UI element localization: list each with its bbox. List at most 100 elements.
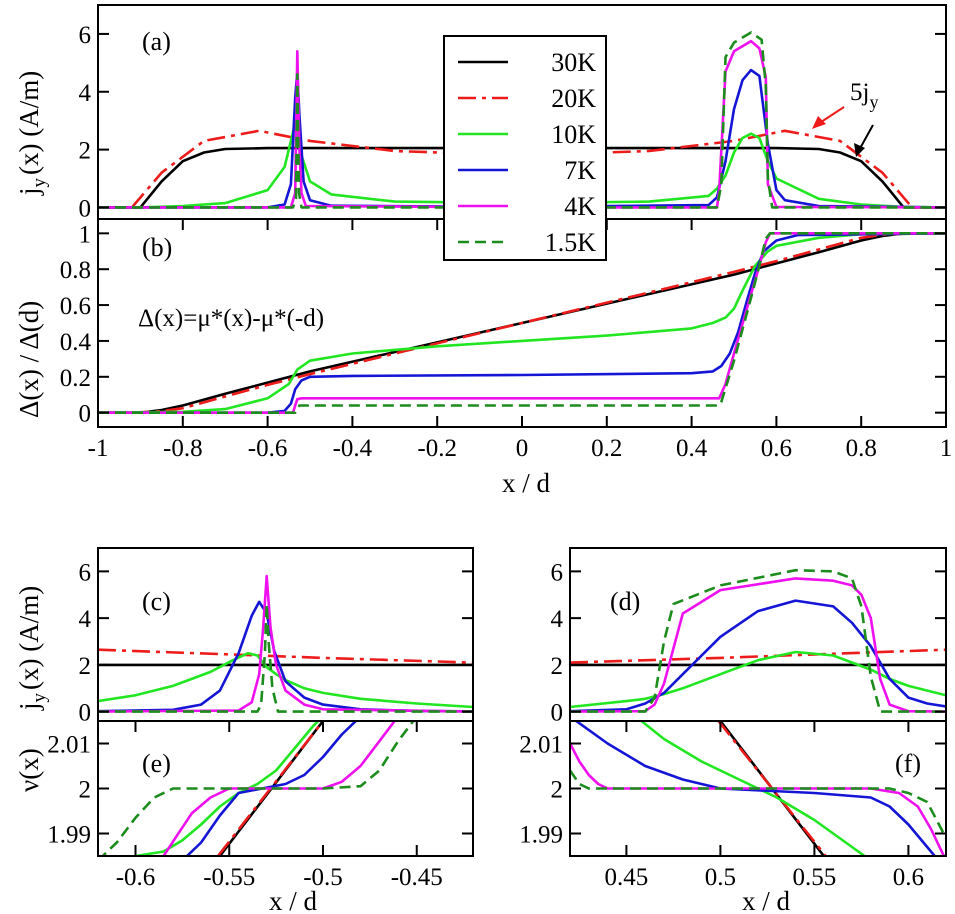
ytick-label-e: 2.01 [47, 732, 91, 759]
xtick-label-b: 0.2 [591, 435, 622, 462]
xtick-label-b: -1 [88, 435, 109, 462]
ylabel-e: ν(x) [14, 748, 44, 792]
series-line-f-1.5K [570, 769, 946, 839]
series-group-e [100, 721, 415, 856]
series-line-d-1.5K [570, 568, 946, 713]
xtick-label-b: -0.6 [248, 435, 288, 462]
panel-label-f: (f) [895, 749, 921, 778]
series-group-f [570, 721, 946, 856]
xtick-label-b: 0.4 [676, 435, 708, 462]
xtick-label-b: -0.2 [417, 435, 457, 462]
scale-note: 5jy [850, 79, 878, 112]
series-line-c-10K [98, 651, 473, 709]
legend: 30K 20K 10K 7K 4K 1.5K [443, 35, 607, 261]
series-line-f-20K [717, 721, 827, 856]
legend-label-30K: 30K [551, 48, 596, 77]
ytick-label-b: 0.2 [60, 365, 91, 392]
panel-e [100, 721, 415, 856]
ytick-label-f: 2 [551, 777, 564, 804]
panel-f [570, 721, 946, 856]
formula-annotation: Δ(x)=μ*(x)-μ*(-d) [138, 305, 324, 332]
panel-c [98, 574, 473, 713]
series-line-c-4K [98, 574, 473, 713]
xtick-label-b: 0.8 [846, 435, 877, 462]
red-arrowhead [812, 116, 826, 129]
ytick-label-f: 2.01 [519, 732, 563, 759]
series-line-d-7K [570, 599, 946, 713]
ytick-label-c: 6 [79, 559, 92, 586]
ytick-label-b: 1 [79, 221, 92, 248]
xlabel-b: x / d [502, 468, 551, 498]
ytick-label-c: 4 [79, 606, 92, 633]
ytick-label-a: 6 [79, 22, 92, 49]
panel-label-c: (c) [142, 587, 171, 616]
panel-d [570, 568, 946, 713]
legend-label-1.5K: 1.5K [545, 228, 597, 257]
legend-box [443, 35, 607, 261]
xlabel-e: x / d [269, 886, 318, 914]
legend-label-4K: 4K [564, 192, 596, 221]
xtick-label-b: 0.6 [761, 435, 792, 462]
frame-d [569, 547, 947, 722]
series-line-e-10K [135, 721, 321, 856]
series-line-d-4K [570, 577, 946, 713]
series-group-d [570, 568, 946, 713]
panels [98, 31, 946, 856]
ylabel-a: jy(x) (A/m) [14, 71, 50, 196]
series-line-c-20K [98, 648, 473, 664]
frame-c [97, 547, 474, 722]
xtick-label-f: 0.55 [793, 864, 837, 891]
ytick-label-d: 6 [551, 559, 564, 586]
ytick-label-a: 0 [79, 195, 92, 222]
ytick-label-d: 4 [551, 606, 564, 633]
ytick-label-b: 0 [79, 401, 92, 428]
ytick-label-a: 4 [79, 80, 92, 107]
series-group-c [98, 574, 473, 713]
ytick-label-e: 2 [79, 777, 92, 804]
panel-b [98, 232, 946, 415]
xtick-label-b: -0.4 [333, 435, 373, 462]
xtick-label-e: -0.6 [116, 864, 156, 891]
ylabel-c: jy(x) (A/m) [14, 586, 50, 711]
series-group-b [98, 232, 946, 415]
panel-label-b: (b) [142, 233, 172, 262]
xtick-label-b: 1 [940, 435, 953, 462]
ytick-label-d: 0 [551, 700, 564, 727]
xtick-label-e: -0.5 [303, 864, 343, 891]
xtick-label-f: 0.6 [893, 864, 924, 891]
xtick-label-f: 0.45 [605, 864, 649, 891]
series-line-d-20K [570, 648, 946, 664]
xtick-label-f: 0.5 [705, 864, 736, 891]
ytick-label-c: 2 [79, 653, 92, 680]
series-line-b-20K [98, 232, 946, 415]
xtick-label-e: -0.55 [203, 864, 255, 891]
ytick-label-b: 0.6 [60, 293, 91, 320]
series-line-c-1.5K [98, 602, 473, 713]
panel-label-a: (a) [142, 27, 171, 56]
xtick-label-e: -0.45 [391, 864, 443, 891]
frames: 0 2 4 6 0 0.2 0.4 0.6 0.8 1 -1 -0.8 -0.6 -0.4 -0.2 0 0.2… [47, 4, 953, 891]
ytick-label-b: 0.8 [60, 257, 91, 284]
panel-label-d: (d) [610, 587, 640, 616]
series-line-f-4K [570, 742, 946, 856]
xtick-label-b: 0 [516, 435, 529, 462]
legend-label-7K: 7K [564, 156, 596, 185]
ytick-label-d: 2 [551, 653, 564, 680]
xlabel-f: x / d [742, 886, 791, 914]
series-line-f-7K [574, 721, 937, 856]
series-line-b-1.5K [98, 232, 946, 415]
ytick-label-c: 0 [79, 700, 92, 727]
black-arrowhead [854, 143, 865, 157]
ytick-label-a: 2 [79, 138, 92, 165]
xtick-label-b: -0.8 [163, 435, 203, 462]
legend-label-20K: 20K [551, 84, 596, 113]
legend-label-10K: 10K [551, 120, 596, 149]
series-line-b-10K [98, 232, 946, 414]
ytick-label-b: 0.4 [60, 329, 92, 356]
ytick-label-f: 1.99 [519, 822, 563, 849]
ytick-label-e: 1.99 [47, 822, 91, 849]
scale-annotation: 5jy [812, 79, 878, 157]
series-line-a-7K [98, 68, 946, 209]
ylabel-b: Δ(x) / Δ(d) [14, 301, 44, 418]
